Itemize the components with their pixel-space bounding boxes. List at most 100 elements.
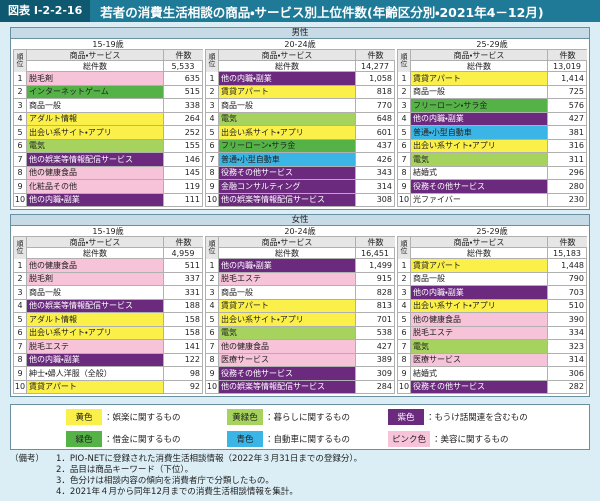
item: 他の健康食品 [410,313,547,326]
count: 264 [163,112,203,125]
rank: 1 [397,72,410,85]
legend-swatch: 緑色 [66,430,102,447]
rank-header: 順位 [205,237,218,259]
row: 2 脱毛剤 337 [13,272,203,286]
count: 252 [163,126,203,139]
count: 141 [163,340,203,353]
legend-text: ：娯楽に関するもの [104,413,181,423]
count: 309 [355,367,395,380]
column-header: 順位 商品・サービス 件数 総件数 15,183 [397,237,587,259]
item: 役務その他サービス [218,367,355,380]
rank: 8 [397,166,410,179]
rank-header: 順位 [397,50,410,72]
rank: 5 [205,313,218,326]
rank-header: 順位 [205,50,218,72]
row: 2 脱毛エステ 915 [205,272,395,286]
rank: 5 [205,126,218,139]
rank: 3 [205,99,218,112]
legend-swatch: 青色 [227,430,263,447]
count: 122 [163,353,203,366]
row: 3 フリーローン・サラ金 576 [397,99,587,113]
count: 92 [163,380,203,393]
rank: 3 [397,99,410,112]
item: 脱毛エステ [218,272,355,285]
rank: 10 [13,193,26,206]
count-header: 件数 [163,50,203,61]
count: 337 [163,272,203,285]
rank: 9 [13,180,26,193]
count: 98 [163,367,203,380]
count: 576 [547,99,587,112]
row: 7 脱毛エステ 141 [13,340,203,354]
rank-header: 順位 [13,237,26,259]
rank: 10 [13,380,26,393]
count: 648 [355,112,395,125]
legend-text: ：自動車に関するもの [265,434,351,445]
rank: 6 [13,326,26,339]
count: 158 [163,326,203,339]
legend-item: 黄色 ：娯楽に関するもの [66,409,227,425]
table: 20-24歳 順位 商品・サービス 件数 総件数 16,451 1 他の内職・副業 1,499 2… [205,226,395,394]
count: 119 [163,180,203,193]
total-label: 総件数 [218,61,355,72]
item: 化粧品その他 [26,180,163,193]
row: 8 医療サービス 314 [397,353,587,367]
rank: 7 [205,153,218,166]
row: 1 他の内職・副業 1,499 [205,259,395,273]
row: 4 他の内職・副業 427 [397,112,587,126]
age-header: 25-29歳 [397,226,587,237]
count: 323 [547,340,587,353]
row: 6 電気 155 [13,139,203,153]
row: 6 出会い系サイト・アプリ 316 [397,139,587,153]
count: 703 [547,286,587,299]
panel: 女性 15-19歳 順位 商品・サービス 件数 総件数 4,959 1 他の健康食品 511 2 脱毛… [10,214,590,397]
rank: 2 [397,272,410,285]
rank-header: 順位 [397,237,410,259]
rank: 9 [397,367,410,380]
row: 9 結婚式 306 [397,367,587,381]
row: 4 電気 648 [205,112,395,126]
row: 5 他の健康食品 390 [397,313,587,327]
rank: 6 [397,326,410,339]
item: 紳士・婦人洋服（全般） [26,367,163,380]
item-header: 商品・サービス [218,237,355,248]
groups: 15-19歳 順位 商品・サービス 件数 総件数 5,533 1 脱毛剤 635 2 インターネット… [11,39,589,209]
row: 1 賃貸アパート 1,414 [397,72,587,86]
item: 賃貸アパート [218,299,355,312]
table: 15-19歳 順位 商品・サービス 件数 総件数 5,533 1 脱毛剤 635 2 インターネット… [13,39,203,207]
rank: 2 [13,272,26,285]
header: 図表 I-2-2-16 若者の消費生活相談の商品・サービス別上位件数(年齢区分別… [0,0,600,22]
legend-swatch: ピンク色 [388,430,431,447]
total-label: 総件数 [26,61,163,72]
item-header: 商品・サービス [26,237,163,248]
count: 427 [355,340,395,353]
item: 普通・小型自動車 [410,126,547,139]
count: 306 [547,367,587,380]
rank: 6 [205,326,218,339]
item: 光ファイバー [410,193,547,206]
count: 280 [547,180,587,193]
item: 賃貸アパート [218,85,355,98]
total-label: 総件数 [410,61,547,72]
row: 4 出会い系サイト・アプリ 510 [397,299,587,313]
count: 145 [163,166,203,179]
rank: 6 [13,139,26,152]
panel-title: 男性 [11,28,589,39]
rank: 8 [13,353,26,366]
rank: 1 [397,259,410,272]
legend-item: 黄緑色 ：暮らしに関するもの [227,409,388,425]
item: アダルト情報 [26,112,163,125]
count: 308 [355,193,395,206]
count: 1,058 [355,72,395,85]
item: 他の健康食品 [26,166,163,179]
column-header: 順位 商品・サービス 件数 総件数 13,019 [397,50,587,72]
total-count: 4,959 [163,248,203,259]
item: 商品一般 [26,286,163,299]
total-count: 16,451 [355,248,395,259]
item: 賃貸アパート [410,72,547,85]
table: 20-24歳 順位 商品・サービス 件数 総件数 14,277 1 他の内職・副業 1,058 2… [205,39,395,207]
count: 338 [163,99,203,112]
row: 6 脱毛エステ 334 [397,326,587,340]
item: 結婚式 [410,367,547,380]
